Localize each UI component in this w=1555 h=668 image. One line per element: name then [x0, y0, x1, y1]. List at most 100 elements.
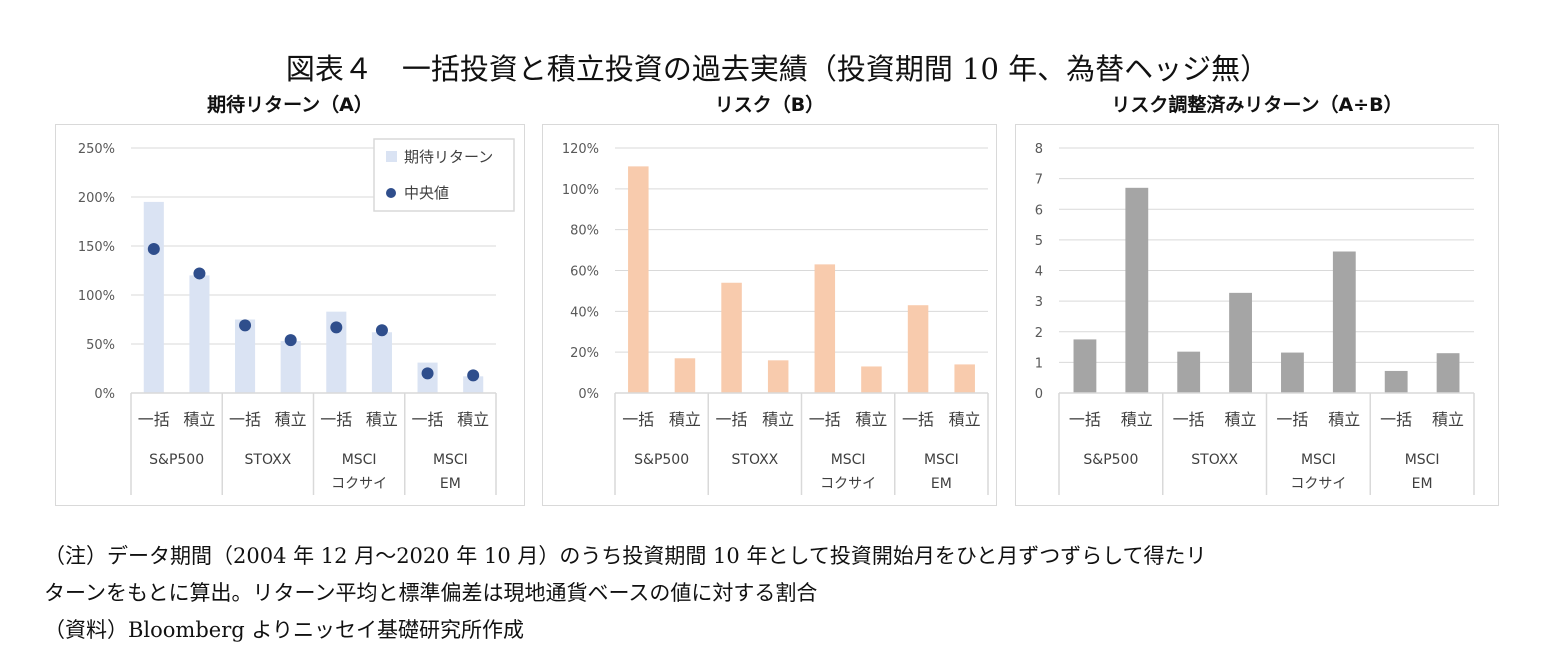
median-point [147, 242, 160, 255]
x-group-label: S&P500 [634, 452, 689, 468]
legend-label: 中央値 [404, 184, 449, 202]
x-sub-category-label: 一括 [809, 410, 841, 429]
y-tick-label: 5 [1035, 234, 1043, 249]
median-point [467, 369, 480, 382]
x-sub-category-label: 一括 [412, 410, 444, 429]
y-tick-label: 2 [1035, 326, 1043, 341]
x-sub-category-label: 積立 [762, 410, 794, 429]
bar [628, 166, 649, 393]
x-sub-category-label: 一括 [716, 410, 748, 429]
bar [463, 376, 484, 393]
bar [1384, 370, 1408, 393]
y-tick-label: 60% [570, 265, 599, 280]
y-tick-label: 6 [1035, 203, 1043, 218]
y-tick-label: 20% [570, 346, 599, 361]
bar [767, 360, 789, 393]
x-group-label: EM [1412, 476, 1433, 492]
y-tick-label: 0% [94, 387, 115, 402]
x-group-label: EM [440, 476, 461, 492]
x-sub-category-label: 一括 [622, 410, 654, 429]
x-sub-category-label: 積立 [275, 410, 307, 429]
bar [721, 282, 742, 393]
bar [1073, 339, 1097, 393]
median-point [284, 334, 297, 347]
bar [1281, 352, 1304, 393]
x-sub-category-label: 一括 [320, 410, 352, 429]
x-sub-category-label: 積立 [669, 410, 701, 429]
x-group-label: STOXX [732, 452, 779, 468]
bar [371, 332, 392, 393]
x-sub-category-label: 一括 [229, 410, 261, 429]
chart-title-risk: リスク（B） [714, 94, 825, 116]
bar [1125, 187, 1149, 393]
x-group-label: MSCI [924, 452, 959, 468]
y-tick-label: 40% [570, 305, 599, 320]
y-tick-label: 4 [1035, 265, 1043, 280]
x-group-label: STOXX [1191, 452, 1238, 468]
median-point [421, 367, 434, 380]
x-sub-category-label: 積立 [457, 410, 489, 429]
bar [907, 305, 929, 393]
bar [861, 366, 882, 393]
note-line-2: ターンをもとに算出。リターン平均と標準偏差は現地通貨ベースの値に対する割合 [44, 581, 818, 605]
x-group-label: MSCI [342, 452, 377, 468]
x-group-label: S&P500 [149, 452, 204, 468]
legend-bar-swatch [386, 151, 397, 162]
x-group-label: MSCI [433, 452, 468, 468]
chart-title-expected-return: 期待リターン（A） [207, 94, 373, 116]
y-tick-label: 100% [562, 183, 599, 198]
x-group-label: MSCI [1405, 452, 1440, 468]
expected-return-chart: 0%50%100%150%200%250%一括 積立 一括 積立 一括 積立 一括 積立S&P… [78, 138, 515, 495]
x-sub-category-label: 積立 [1121, 410, 1153, 429]
y-tick-label: 1 [1035, 356, 1043, 371]
x-group-label: S&P500 [1083, 452, 1138, 468]
y-tick-label: 0 [1035, 387, 1043, 402]
bar [326, 311, 347, 393]
x-sub-category-label: 一括 [1276, 410, 1308, 429]
median-point [330, 321, 343, 334]
x-sub-category-label: 一括 [1069, 410, 1101, 429]
y-tick-label: 0% [578, 387, 599, 402]
bar [143, 201, 164, 393]
y-tick-label: 200% [78, 191, 115, 206]
median-point [193, 267, 206, 280]
x-group-label: コクサイ [1290, 476, 1346, 492]
y-tick-label: 100% [78, 289, 115, 304]
x-group-label: コクサイ [331, 476, 387, 492]
risk-chart-panel: 0% 20% 40% 60% 80% 100% 120% 一括 積立 一括 積立 一括 積立 一括 積立 S&… [542, 124, 997, 506]
y-tick-label: 3 [1035, 295, 1043, 310]
y-tick-label: 80% [570, 224, 599, 239]
bar [954, 364, 975, 393]
bar [814, 264, 836, 393]
bar [674, 358, 696, 393]
y-tick-label: 8 [1035, 142, 1043, 157]
note-line-1: （注）データ期間（2004 年 12 月～2020 年 10 月）のうち投資期間… [44, 544, 1207, 568]
legend-dot-swatch [386, 188, 396, 198]
x-sub-category-label: 一括 [1380, 410, 1412, 429]
bar [1332, 251, 1356, 393]
bar [235, 319, 256, 393]
x-group-label: コクサイ [820, 476, 876, 492]
bar [189, 275, 210, 393]
bar [280, 341, 301, 393]
y-tick-label: 250% [78, 142, 115, 157]
median-point [375, 324, 388, 337]
x-group-label: MSCI [1301, 452, 1336, 468]
x-group-label: STOXX [245, 452, 292, 468]
x-sub-category-label: 一括 [1173, 410, 1205, 429]
x-sub-category-label: 一括 [138, 410, 170, 429]
x-sub-category-label: 積立 [949, 410, 981, 429]
x-sub-category-label: 積立 [1225, 410, 1257, 429]
bar [1229, 292, 1252, 393]
risk-chart: 0%20%40%60%80%100%120%一括 積立 一括 積立 一括 積立 一括 積立S&… [562, 142, 989, 495]
chart-title-risk-adjusted-return: リスク調整済みリターン（A÷B） [1111, 94, 1403, 116]
x-group-label: EM [931, 476, 952, 492]
expected-return-chart-panel: 0% 50% 100% 150% 200% 250% 一括 積立 一括 積立 一括 積立 一括 積立 S&P… [55, 124, 525, 506]
y-tick-label: 7 [1035, 173, 1043, 188]
y-tick-label: 150% [78, 240, 115, 255]
x-sub-category-label: 積立 [1432, 410, 1464, 429]
bar [1177, 351, 1201, 393]
x-sub-category-label: 積立 [1328, 410, 1360, 429]
risk-adjusted-return-chart-panel: 0 1 2 3 4 5 6 7 8 一括 積立 一括 積立 一括 積立 一括 積立 S&P500 STOXX MSCI… [1015, 124, 1499, 506]
